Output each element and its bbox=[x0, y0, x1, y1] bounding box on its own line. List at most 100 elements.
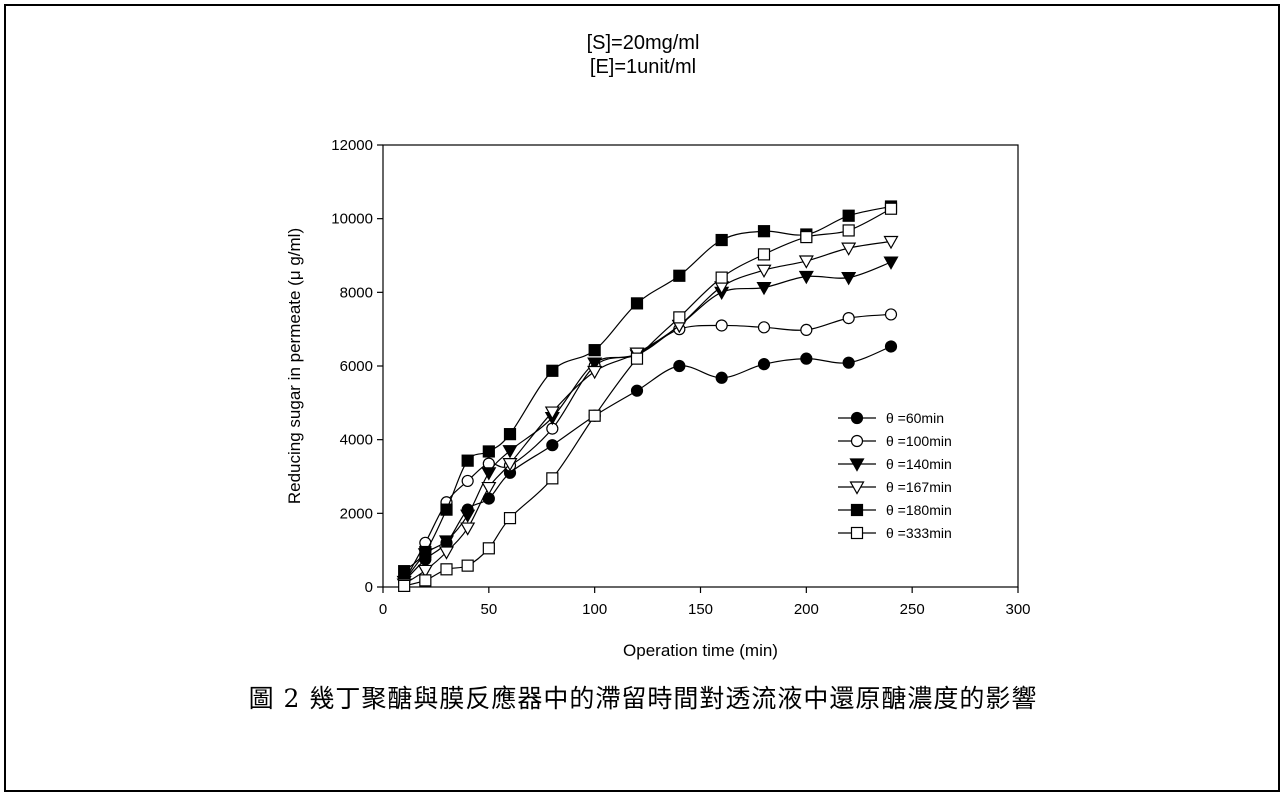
plot-frame bbox=[382, 144, 1019, 588]
x-tick-label: 0 bbox=[379, 601, 387, 618]
data-point bbox=[419, 545, 432, 559]
legend-marker bbox=[850, 503, 864, 517]
data-point bbox=[438, 546, 455, 560]
data-point bbox=[715, 233, 728, 247]
data-point bbox=[842, 312, 855, 325]
x-tick-label: 200 bbox=[794, 601, 819, 618]
data-point bbox=[482, 445, 495, 458]
data-point bbox=[503, 512, 517, 525]
legend-marker bbox=[850, 411, 864, 425]
legend-item-4: θ =180min bbox=[838, 502, 952, 518]
data-point bbox=[419, 574, 432, 587]
series-line bbox=[403, 261, 892, 582]
legend-marker bbox=[849, 458, 865, 472]
data-point bbox=[546, 472, 559, 485]
data-point bbox=[630, 384, 644, 397]
data-point bbox=[546, 364, 559, 377]
legend-marker bbox=[849, 481, 865, 495]
data-point bbox=[715, 371, 728, 384]
y-tick-label: 8000 bbox=[340, 284, 373, 301]
data-point bbox=[587, 357, 603, 371]
data-point bbox=[842, 209, 855, 222]
data-point bbox=[502, 458, 518, 472]
data-point bbox=[800, 352, 813, 365]
data-point bbox=[757, 225, 771, 238]
legend-label: θ =167min bbox=[886, 479, 952, 495]
y-tick-label: 6000 bbox=[340, 358, 373, 375]
data-point bbox=[588, 344, 601, 357]
data-point bbox=[800, 230, 813, 244]
data-point bbox=[630, 352, 644, 365]
data-point bbox=[630, 297, 644, 310]
data-point bbox=[482, 542, 495, 555]
series-line bbox=[403, 240, 892, 585]
data-point bbox=[841, 242, 857, 256]
series-line bbox=[403, 205, 892, 572]
y-tick-label: 2000 bbox=[340, 505, 373, 522]
legend-label: θ =60min bbox=[886, 410, 944, 426]
data-point bbox=[502, 445, 518, 459]
y-tick-label: 4000 bbox=[340, 432, 373, 449]
condition-enzyme: [E]=1unit/ml bbox=[589, 56, 697, 78]
legend-item-0: θ =60min bbox=[838, 410, 944, 426]
data-point bbox=[841, 272, 857, 286]
legend-marker bbox=[850, 434, 864, 448]
legend-label: θ =140min bbox=[886, 456, 952, 472]
data-point bbox=[503, 428, 517, 441]
data-point bbox=[800, 323, 813, 337]
legend-marker bbox=[850, 526, 864, 540]
data-point bbox=[440, 503, 453, 516]
x-axis-label: Operation time (min) bbox=[623, 641, 778, 660]
series-5 bbox=[398, 202, 898, 592]
series-line bbox=[403, 313, 892, 582]
data-point bbox=[481, 467, 497, 481]
series-2 bbox=[396, 256, 899, 590]
data-point bbox=[883, 235, 899, 250]
data-point bbox=[757, 248, 771, 261]
data-point bbox=[756, 264, 772, 278]
series-1 bbox=[398, 308, 898, 588]
data-point bbox=[757, 321, 771, 334]
y-axis-label: Reducing sugar in permeate (μ g/ml) bbox=[285, 228, 304, 504]
data-point bbox=[715, 319, 728, 332]
figure-frame bbox=[4, 4, 1280, 792]
data-point bbox=[398, 579, 411, 592]
data-point bbox=[398, 565, 411, 578]
data-point bbox=[417, 564, 433, 579]
data-point bbox=[883, 256, 899, 270]
data-point bbox=[757, 358, 771, 371]
y-tick-label: 12000 bbox=[331, 137, 373, 154]
series-line bbox=[403, 345, 892, 582]
data-point bbox=[440, 563, 453, 576]
data-point bbox=[460, 509, 476, 523]
data-point bbox=[673, 269, 686, 282]
data-point bbox=[461, 454, 474, 467]
series-line bbox=[404, 208, 892, 587]
data-point bbox=[460, 522, 476, 536]
condition-substrate: [S]=20mg/ml bbox=[586, 32, 700, 54]
data-point bbox=[884, 308, 898, 321]
data-point bbox=[544, 406, 560, 420]
data-point bbox=[884, 340, 898, 353]
x-tick-label: 150 bbox=[688, 601, 713, 618]
series-4 bbox=[398, 200, 898, 578]
x-tick-label: 50 bbox=[480, 601, 497, 618]
data-point bbox=[673, 311, 686, 324]
legend-label: θ =333min bbox=[886, 525, 952, 541]
series-3 bbox=[396, 235, 899, 592]
y-tick-label: 10000 bbox=[331, 211, 373, 228]
data-point bbox=[461, 559, 474, 572]
legend-item-3: θ =167min bbox=[838, 479, 952, 495]
data-point bbox=[798, 255, 814, 269]
legend-item-5: θ =333min bbox=[838, 525, 952, 541]
legend-item-1: θ =100min bbox=[838, 433, 952, 449]
figure-caption: 圖 2 幾丁聚醣與膜反應器中的滯留時間對透流液中還原醣濃度的影響 bbox=[248, 684, 1038, 713]
data-point bbox=[546, 439, 559, 452]
x-tick-label: 100 bbox=[582, 601, 607, 618]
data-point bbox=[481, 481, 497, 496]
y-tick-label: 0 bbox=[365, 579, 373, 596]
data-point bbox=[798, 270, 814, 285]
legend-label: θ =180min bbox=[886, 502, 952, 518]
data-point bbox=[842, 356, 855, 369]
